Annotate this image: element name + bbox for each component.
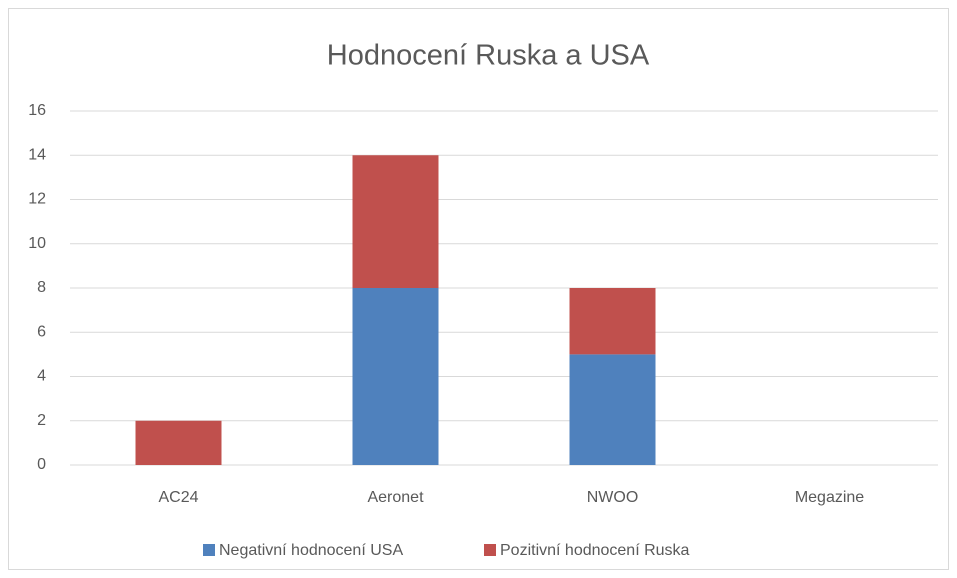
chart-border bbox=[8, 8, 949, 570]
bar-segment bbox=[352, 288, 439, 465]
y-tick-label: 2 bbox=[37, 412, 46, 429]
y-tick-label: 12 bbox=[28, 191, 46, 208]
legend-label: Pozitivní hodnocení Ruska bbox=[500, 542, 690, 559]
x-tick-label: AC24 bbox=[158, 489, 198, 506]
bar-segment bbox=[135, 420, 222, 465]
y-tick-label: 16 bbox=[28, 102, 46, 119]
x-tick-label: Megazine bbox=[795, 489, 864, 506]
y-tick-label: 4 bbox=[37, 368, 46, 385]
legend-swatch bbox=[203, 544, 215, 556]
y-tick-label: 6 bbox=[37, 323, 46, 340]
y-tick-label: 10 bbox=[28, 235, 46, 252]
x-tick-label: Aeronet bbox=[367, 489, 424, 506]
bar-segment bbox=[569, 354, 656, 465]
x-tick-label: NWOO bbox=[587, 489, 639, 506]
y-tick-label: 0 bbox=[37, 456, 46, 473]
legend-swatch bbox=[484, 544, 496, 556]
y-tick-label: 14 bbox=[28, 146, 46, 163]
y-tick-label: 8 bbox=[37, 279, 46, 296]
legend-label: Negativní hodnocení USA bbox=[219, 542, 403, 559]
bar-segment bbox=[352, 155, 439, 288]
chart-title: Hodnocení Ruska a USA bbox=[327, 40, 650, 72]
bar-segment bbox=[569, 288, 656, 355]
